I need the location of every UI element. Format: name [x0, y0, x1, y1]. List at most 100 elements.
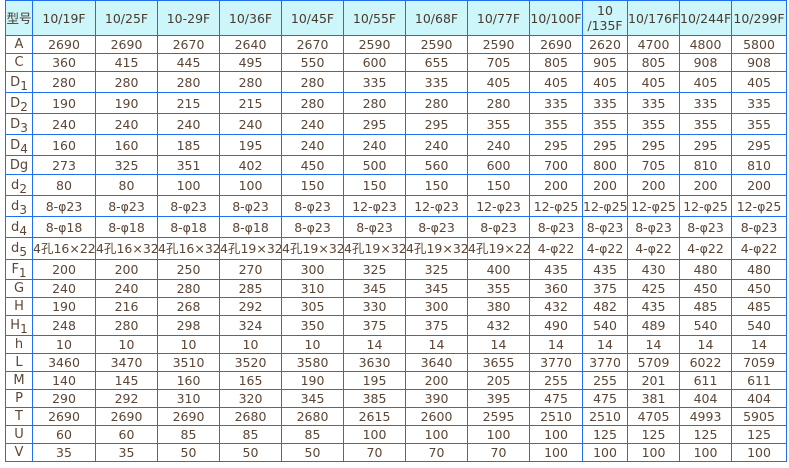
table-cell: 432 [529, 297, 583, 316]
table-cell: 4-φ22 [679, 237, 732, 260]
table-cell: 2590 [343, 35, 406, 54]
row-label-text: C [14, 55, 24, 70]
corner-header: 型号 [5, 0, 33, 36]
row-label: P [5, 389, 33, 408]
model-header: 10/25F [95, 0, 158, 36]
table-cell: 125 [627, 425, 680, 444]
row-label-text: T [15, 409, 23, 424]
table-cell: 295 [529, 134, 583, 156]
table-cell: 2690 [157, 407, 220, 426]
table-cell: 201 [627, 371, 680, 390]
row-label: M [5, 371, 33, 390]
table-cell: 4孔16×32 [95, 237, 158, 260]
table-cell: 100 [219, 174, 282, 196]
table-cell: 8-φ23 [95, 195, 158, 217]
table-cell: 280 [95, 71, 158, 93]
table-cell: 280 [343, 92, 406, 114]
table-cell: 810 [731, 155, 787, 175]
table-row: d5 4孔16×22 4孔16×32 4孔16×32 4孔19×32 4孔19×32 4孔1… [5, 237, 787, 260]
table-cell: 295 [343, 113, 406, 135]
table-cell: 190 [32, 92, 96, 114]
table-cell: 482 [582, 297, 628, 316]
table-cell: 280 [157, 279, 220, 298]
table-cell: 14 [731, 335, 787, 354]
table-cell: 200 [679, 174, 732, 196]
table-cell: 125 [679, 425, 732, 444]
row-label: H1 [5, 315, 33, 336]
model-header: 10/299F [731, 0, 787, 36]
table-cell: 215 [157, 92, 220, 114]
row-label-text: F [11, 262, 19, 277]
table-cell: 700 [529, 155, 583, 175]
table-cell: 280 [467, 92, 530, 114]
table-cell: 165 [219, 371, 282, 390]
table-cell: 85 [157, 425, 220, 444]
table-cell: 14 [679, 335, 732, 354]
table-cell: 300 [405, 297, 468, 316]
table-cell: 100 [529, 425, 583, 444]
table-cell: 415 [95, 53, 158, 72]
table-cell: 215 [219, 92, 282, 114]
table-cell: 292 [219, 297, 282, 316]
table-cell: 4孔19×32 [343, 237, 406, 260]
table-cell: 240 [32, 279, 96, 298]
row-label-text: d [11, 198, 20, 214]
table-cell: 240 [281, 113, 344, 135]
model-header: 10-29F [157, 0, 220, 36]
table-cell: 14 [627, 335, 680, 354]
table-cell: 8-φ18 [95, 216, 158, 238]
table-cell: 10 [281, 335, 344, 354]
table-cell: 3520 [219, 353, 282, 372]
table-cell: 295 [627, 134, 680, 156]
table-cell: 6022 [679, 353, 732, 372]
table-cell: 450 [281, 155, 344, 175]
table-cell: 8-φ23 [582, 216, 628, 238]
table-cell: 4993 [679, 407, 732, 426]
table-cell: 4-φ22 [529, 237, 583, 260]
table-cell: 255 [529, 371, 583, 390]
table-cell: 475 [529, 389, 583, 408]
table-cell: 200 [405, 371, 468, 390]
table-cell: 195 [343, 371, 406, 390]
table-cell: 8-φ23 [343, 216, 406, 238]
table-cell: 125 [731, 425, 787, 444]
table-cell: 125 [582, 425, 628, 444]
table-cell: 2620 [582, 35, 628, 54]
table-cell: 600 [467, 155, 530, 175]
table-cell: 3510 [157, 353, 220, 372]
table-cell: 335 [343, 71, 406, 93]
table-cell: 100 [405, 425, 468, 444]
table-cell: 35 [32, 443, 96, 462]
table-cell: 2590 [467, 35, 530, 54]
table-cell: 12-φ25 [731, 195, 787, 217]
table-cell: 310 [157, 389, 220, 408]
table-cell: 295 [405, 113, 468, 135]
table-cell: 3770 [582, 353, 628, 372]
table-cell: 3580 [281, 353, 344, 372]
table-cell: 705 [467, 53, 530, 72]
table-cell: 540 [582, 315, 628, 336]
table-cell: 268 [157, 297, 220, 316]
row-label: D2 [5, 92, 33, 114]
row-label-text: D [10, 137, 21, 153]
table-cell: 489 [627, 315, 680, 336]
table-cell: 190 [95, 92, 158, 114]
row-label: V [5, 443, 33, 462]
table-cell: 355 [731, 113, 787, 135]
table-cell: 335 [582, 92, 628, 114]
table-cell: 905 [582, 53, 628, 72]
table-cell: 2690 [95, 35, 158, 54]
table-cell: 540 [731, 315, 787, 336]
table-cell: 240 [95, 113, 158, 135]
table-cell: 405 [529, 71, 583, 93]
table-cell: 8-φ18 [157, 216, 220, 238]
table-cell: 140 [32, 371, 96, 390]
table-cell: 805 [627, 53, 680, 72]
table-cell: 280 [32, 71, 96, 93]
table-cell: 405 [679, 71, 732, 93]
table-cell: 8-φ18 [32, 216, 96, 238]
model-header: 10/36F [219, 0, 282, 36]
row-label-text: L [15, 355, 23, 370]
table-cell: 395 [467, 389, 530, 408]
row-label-text: Dg [9, 157, 29, 173]
